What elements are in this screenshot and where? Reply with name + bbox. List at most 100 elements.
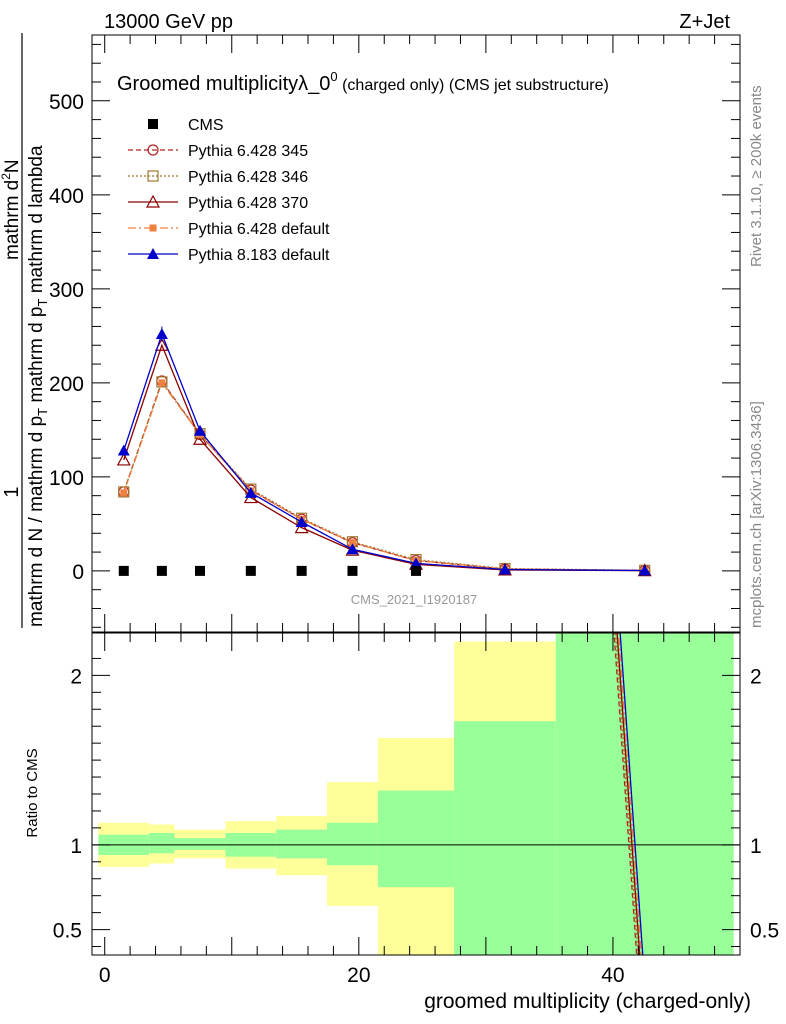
ylabel-dn: mathrm d2N [0, 159, 23, 260]
ylabel-dn-sup: 2 [0, 173, 13, 180]
series-point-4-2 [194, 424, 206, 436]
series-point-3-5 [348, 539, 356, 547]
series-point-3-0 [120, 489, 128, 497]
series-point-4-3 [244, 486, 257, 498]
plot-title-tail: (charged only) (CMS jet substructure) [338, 77, 609, 94]
main-frame [91, 34, 741, 633]
ratio-y-tick-label-right: 0.5 [750, 920, 779, 943]
y-tick-label-200: 200 [49, 373, 84, 396]
series-4 [117, 327, 651, 576]
series-line-1 [123, 380, 645, 571]
ratio-band-green-1 [149, 832, 175, 854]
ylabel-dn-tail: N [2, 159, 23, 173]
legend-marker-4 [147, 248, 159, 259]
data-point-0 [118, 565, 129, 576]
legend-label-4: Pythia 6.428 default [188, 221, 330, 238]
legend-label-1: Pythia 6.428 345 [188, 143, 308, 160]
legend-label-3: Pythia 6.428 370 [188, 195, 308, 212]
legend-label-5: Pythia 8.183 default [188, 247, 330, 264]
data-point-4 [296, 565, 307, 576]
series-point-4-8 [638, 564, 651, 576]
ratio-y-tick-label: 1 [70, 835, 82, 858]
series-point-4-5 [346, 543, 359, 555]
ratio-panel: 0.5 0.5 1 1 2 2 [53, 632, 779, 956]
data-point-5 [347, 565, 358, 576]
x-tick-label-0: 0 [99, 964, 111, 987]
series-line-0 [123, 379, 645, 572]
series-point-4-6 [410, 557, 422, 569]
ylabel-denominator: mathrm d N / mathrm d pT mathrm d pT mat… [26, 145, 50, 627]
legend-label-2: Pythia 6.428 346 [188, 169, 308, 186]
analysis-watermark: CMS_2021_I1920187 [351, 592, 478, 607]
series-2 [116, 337, 652, 577]
ratio-band-green-8 [555, 633, 734, 955]
y-tick-label-500: 500 [49, 91, 84, 114]
ylabel-dn-part: mathrm d [2, 180, 23, 260]
energy-label: 13000 GeV pp [104, 11, 233, 33]
legend: CMS Pythia 6.428 345 Pythia 6.428 346 Pythi… [128, 117, 330, 264]
ylabel-den-part2: mathrm d p [26, 307, 47, 408]
series-point-2-2 [192, 432, 208, 445]
plot-title: Groomed multiplicityλ_00 (charged only) … [117, 69, 609, 95]
data-point-3 [245, 565, 256, 576]
series-point-3-1 [158, 379, 166, 387]
ylabel-den-part3: mathrm d lambda [26, 145, 47, 299]
series-line-4 [123, 332, 645, 572]
ratio-y-tick-label-right: 2 [750, 665, 762, 688]
ratio-band-green-2 [174, 838, 226, 850]
y-tick-label-400: 400 [49, 185, 84, 208]
ratio-band-green-4 [276, 829, 328, 859]
ratio-y-tick-label: 0.5 [53, 920, 82, 943]
legend-marker-data [148, 119, 158, 129]
legend-marker-2 [145, 194, 161, 208]
series-line-2 [123, 343, 645, 572]
ylabel-den-sub2: T [35, 299, 50, 307]
x-axis-label: groomed multiplicity (charged-only) [424, 990, 751, 1013]
mcplots-label: mcplots.cern.ch [arXiv:1306.3436] [748, 401, 765, 628]
main-panel: 0 100 200 300 400 500 [49, 34, 741, 633]
ratio-y-tick-label: 2 [70, 665, 82, 688]
series-point-1-1 [156, 376, 168, 388]
y-axis-label: 1 mathrm d N / mathrm d pT mathrm d pT m… [0, 33, 50, 628]
ratio-line-4 [619, 633, 644, 955]
ratio-ylabel: Ratio to CMS [24, 748, 41, 837]
y-tick-label-100: 100 [49, 467, 84, 490]
series-point-2-0 [116, 452, 131, 466]
y-tick-label-300: 300 [49, 279, 84, 302]
series-point-4-7 [498, 563, 511, 575]
legend-label-0: CMS [188, 117, 224, 134]
data-point-2 [195, 565, 205, 576]
series-point-4-4 [295, 516, 308, 528]
series-0 [118, 375, 651, 577]
series-1 [118, 376, 651, 576]
series-3 [120, 379, 649, 574]
data-point-6 [411, 565, 421, 576]
ratio-line-2 [616, 633, 641, 955]
ratio-line-0 [613, 633, 638, 955]
ratio-line-1 [614, 633, 639, 955]
ratio-band-green-6 [377, 790, 455, 888]
y-tick-label-0: 0 [72, 561, 84, 584]
ylabel-den-part1: mathrm d N / mathrm d p [26, 416, 47, 627]
process-label: Z+Jet [679, 11, 730, 33]
series-line-3 [123, 381, 645, 572]
ylabel-numerator: 1 [1, 486, 23, 497]
data-point-1 [156, 565, 167, 576]
ylabel-den-sub1: T [35, 408, 50, 416]
legend-marker-1 [147, 170, 159, 182]
ratio-band-green-7 [454, 721, 556, 955]
rivet-label: Rivet 3.1.10, ≥ 200k events [748, 85, 765, 267]
series-point-2-4 [294, 520, 309, 534]
plot-title-main: Groomed multiplicityλ_0 [117, 73, 330, 95]
x-tick-label-20: 20 [347, 964, 370, 987]
legend-marker-0 [147, 144, 159, 156]
plot-title-sup: 0 [330, 69, 337, 84]
ratio-line-3 [617, 633, 642, 955]
series-point-4-0 [117, 444, 130, 456]
x-tick-label-40: 40 [601, 964, 624, 987]
ratio-band-green-5 [327, 822, 378, 866]
ratio-y-tick-label-right: 1 [750, 835, 762, 858]
series-point-1-0 [118, 486, 130, 498]
legend-marker-3 [149, 224, 157, 232]
